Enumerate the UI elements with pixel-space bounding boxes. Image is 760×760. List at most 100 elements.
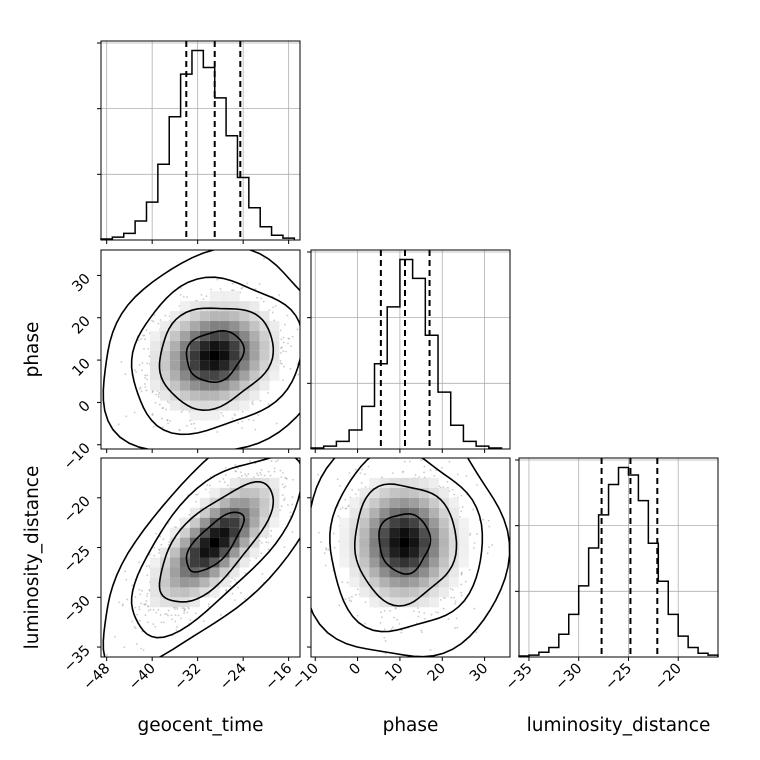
density-cell xyxy=(199,587,210,598)
sample-point xyxy=(158,552,160,554)
sample-point xyxy=(289,511,292,514)
sample-point xyxy=(257,414,260,416)
density-cell xyxy=(189,507,200,518)
sample-point xyxy=(279,469,282,472)
sample-point xyxy=(169,420,172,422)
density-cell xyxy=(229,330,240,341)
density-cell xyxy=(239,330,250,341)
sample-point xyxy=(144,386,147,388)
sample-point xyxy=(125,415,128,418)
density-cell xyxy=(179,567,190,578)
density-cell xyxy=(259,380,270,391)
density-cell xyxy=(189,537,200,548)
density-cell xyxy=(150,370,160,381)
sample-point xyxy=(140,390,143,393)
sample-point xyxy=(258,283,261,286)
sample-point xyxy=(202,298,205,301)
sample-point xyxy=(305,467,307,469)
sample-point xyxy=(118,601,120,604)
sample-point xyxy=(175,629,178,632)
sample-point xyxy=(222,478,225,480)
density-cell xyxy=(169,547,180,558)
sample-point xyxy=(284,323,286,326)
sample-point xyxy=(274,305,277,307)
sample-point xyxy=(287,504,289,506)
sample-point xyxy=(162,407,165,410)
sample-point xyxy=(151,413,154,415)
sample-point xyxy=(186,296,188,299)
density-cell xyxy=(189,330,200,341)
sample-point xyxy=(348,599,351,602)
density-cell xyxy=(179,587,190,598)
density-cell xyxy=(209,577,220,588)
sample-point xyxy=(241,410,244,413)
pair-panel-geocent_time-luminosity_distance xyxy=(97,457,313,661)
sample-point xyxy=(162,538,165,540)
sample-point xyxy=(134,369,136,372)
sample-point xyxy=(261,541,263,544)
panel-frame xyxy=(100,40,301,241)
sample-point xyxy=(147,609,150,612)
density-cell xyxy=(269,497,280,508)
sample-point xyxy=(311,462,313,464)
sample-point xyxy=(433,474,436,477)
sample-point xyxy=(155,532,158,535)
density-cell xyxy=(259,497,270,508)
sample-point xyxy=(152,425,155,428)
sample-point xyxy=(200,294,203,296)
sample-point xyxy=(146,621,149,624)
sample-point xyxy=(239,591,242,594)
density-cell xyxy=(229,527,240,538)
density-cell xyxy=(269,517,280,528)
density-cell xyxy=(169,587,180,598)
density-cell xyxy=(159,390,170,401)
density-cell xyxy=(209,380,220,391)
density-cell xyxy=(249,497,260,508)
sample-point xyxy=(288,337,291,340)
density-cell xyxy=(169,567,180,578)
density-cell xyxy=(209,487,220,498)
density-cell xyxy=(199,330,210,341)
density-cell xyxy=(259,487,270,498)
density-cell xyxy=(219,311,230,322)
density-cell xyxy=(239,537,250,548)
density-cell xyxy=(179,577,190,588)
density-cell xyxy=(199,517,210,528)
density-cell xyxy=(159,360,170,371)
hist-panel-luminosity_distance xyxy=(515,457,719,661)
sample-point xyxy=(269,474,272,477)
panel-frame xyxy=(100,249,301,450)
sample-point xyxy=(232,289,235,292)
sample-point xyxy=(282,341,285,344)
sample-point xyxy=(280,352,282,354)
sample-point xyxy=(151,391,154,394)
sample-point xyxy=(240,471,242,474)
sample-point xyxy=(143,338,146,341)
density-cell xyxy=(189,527,200,538)
density-cell xyxy=(249,301,260,312)
density-cell xyxy=(229,340,240,351)
sample-point xyxy=(260,469,263,471)
density-cell xyxy=(269,350,280,361)
sample-point xyxy=(167,543,170,546)
density-cell xyxy=(169,340,180,351)
sample-point xyxy=(244,597,247,600)
density-cell xyxy=(179,360,190,371)
sample-point xyxy=(165,613,168,615)
sample-point xyxy=(178,305,181,307)
pair-panel-geocent_time-phase xyxy=(97,249,301,453)
density-cell xyxy=(150,577,160,588)
density-cell xyxy=(189,597,200,608)
sample-point xyxy=(170,614,173,617)
sample-point xyxy=(190,423,193,425)
sample-point xyxy=(187,607,190,610)
density-cell xyxy=(219,497,230,508)
density-cell xyxy=(150,330,160,341)
density-cell xyxy=(189,390,200,401)
density-cell xyxy=(229,291,240,302)
sample-point xyxy=(284,485,287,488)
density-layer xyxy=(102,458,313,657)
sample-point xyxy=(152,320,155,323)
sample-point xyxy=(153,554,156,557)
density-cell xyxy=(239,311,250,322)
